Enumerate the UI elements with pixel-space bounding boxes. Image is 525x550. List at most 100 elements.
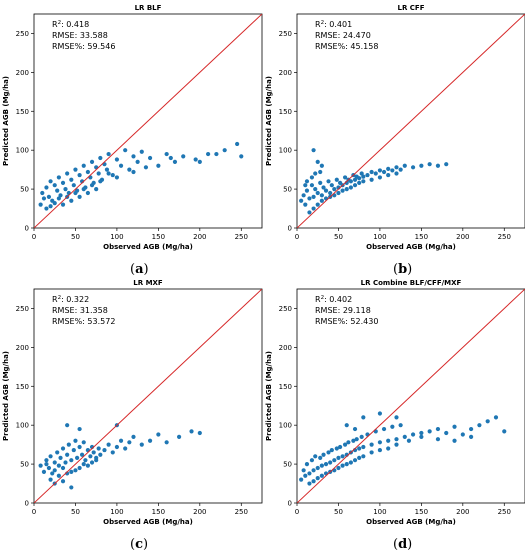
data-point bbox=[88, 454, 93, 459]
points-group bbox=[297, 14, 525, 228]
x-tick-label: 100 bbox=[110, 233, 123, 241]
data-point bbox=[301, 468, 306, 473]
scatter-plot-b: LR CFF 0 50 100 150 200 250 0 50 100 150 200 250 Obse… bbox=[265, 4, 525, 277]
data-point bbox=[127, 167, 132, 172]
data-point bbox=[98, 179, 103, 184]
data-point bbox=[301, 193, 306, 198]
data-point bbox=[131, 154, 136, 159]
x-tick-label: 200 bbox=[456, 233, 469, 241]
data-point bbox=[427, 429, 432, 434]
panel-caption: (d) bbox=[393, 537, 412, 550]
data-point bbox=[307, 471, 312, 476]
data-point bbox=[52, 468, 57, 473]
rmse-stat: RMSE: 24.470 bbox=[315, 31, 371, 40]
data-point bbox=[311, 148, 316, 153]
points-group bbox=[297, 289, 525, 503]
data-point bbox=[338, 444, 343, 450]
data-point bbox=[394, 442, 399, 447]
x-tick-label: 100 bbox=[110, 508, 123, 516]
data-point bbox=[303, 183, 308, 188]
data-point bbox=[315, 159, 320, 164]
points-group bbox=[34, 289, 262, 503]
data-point bbox=[381, 169, 387, 175]
data-point bbox=[41, 196, 47, 201]
data-point bbox=[127, 440, 132, 445]
data-point bbox=[60, 465, 66, 471]
data-point bbox=[309, 175, 315, 180]
x-tick-label: 150 bbox=[415, 233, 428, 241]
data-point bbox=[369, 169, 374, 175]
data-point bbox=[104, 167, 110, 172]
x-axis-label: Observed AGB (Mg/ha) bbox=[103, 518, 193, 526]
rmse-percent-stat: RMSE%: 52.430 bbox=[315, 317, 378, 326]
data-point bbox=[315, 475, 320, 481]
data-point bbox=[336, 455, 341, 460]
data-point bbox=[114, 444, 120, 450]
data-point bbox=[313, 171, 318, 176]
data-point bbox=[299, 477, 304, 482]
rmse-stat: RMSE: 33.588 bbox=[52, 31, 108, 40]
x-tick-label: 250 bbox=[498, 508, 511, 516]
data-point bbox=[342, 442, 348, 447]
x-axis-label: Observed AGB (Mg/ha) bbox=[366, 518, 456, 526]
data-point bbox=[44, 458, 49, 463]
data-point bbox=[319, 193, 324, 198]
data-point bbox=[419, 430, 424, 436]
data-point bbox=[71, 447, 76, 453]
chart-title: LR MXF bbox=[133, 279, 163, 287]
data-point bbox=[318, 169, 323, 175]
data-point bbox=[303, 202, 308, 207]
data-point bbox=[311, 468, 316, 473]
data-point bbox=[318, 180, 323, 185]
data-point bbox=[346, 440, 351, 445]
data-point bbox=[110, 172, 115, 178]
data-point bbox=[315, 190, 320, 196]
r2-stat: R2: 0.402 bbox=[315, 295, 352, 304]
data-point bbox=[65, 423, 70, 428]
data-point bbox=[118, 438, 124, 443]
data-point bbox=[394, 165, 399, 170]
data-point bbox=[359, 171, 364, 176]
data-point bbox=[332, 186, 337, 192]
data-point bbox=[311, 206, 316, 211]
y-tick-label: 250 bbox=[16, 305, 29, 313]
data-point bbox=[48, 204, 53, 209]
data-point bbox=[156, 163, 161, 168]
data-point bbox=[69, 485, 74, 490]
panel-c: LR MXF 0 50 100 150 200 250 0 50 100 150 200 250 Obse… bbox=[0, 275, 263, 550]
data-point bbox=[351, 438, 356, 443]
data-point bbox=[427, 162, 432, 167]
data-point bbox=[307, 196, 312, 201]
data-point bbox=[147, 438, 153, 443]
data-point bbox=[309, 458, 315, 463]
data-point bbox=[340, 454, 345, 459]
data-point bbox=[319, 473, 324, 478]
data-point bbox=[435, 163, 441, 168]
data-point bbox=[435, 426, 441, 432]
data-point bbox=[44, 461, 49, 467]
rmse-stat: RMSE: 31.358 bbox=[52, 306, 108, 315]
r2-stat: R2: 0.401 bbox=[315, 20, 352, 29]
data-point bbox=[118, 163, 124, 168]
data-point bbox=[444, 430, 449, 436]
data-point bbox=[485, 419, 490, 424]
data-point bbox=[326, 179, 331, 184]
data-point bbox=[77, 426, 82, 432]
y-tick-label: 100 bbox=[279, 147, 292, 155]
panel-caption: (a) bbox=[130, 262, 149, 277]
data-point bbox=[502, 429, 507, 434]
data-point bbox=[65, 452, 70, 457]
data-point bbox=[60, 479, 66, 484]
data-point bbox=[394, 171, 399, 176]
data-point bbox=[334, 177, 339, 182]
data-point bbox=[303, 473, 308, 478]
data-point bbox=[56, 473, 61, 478]
data-point bbox=[493, 415, 499, 420]
data-point bbox=[334, 446, 339, 451]
data-point bbox=[98, 155, 103, 161]
x-tick-label: 50 bbox=[334, 233, 343, 241]
data-point bbox=[46, 465, 52, 471]
data-point bbox=[323, 188, 329, 193]
data-point bbox=[63, 186, 68, 192]
y-tick-label: 200 bbox=[279, 69, 292, 77]
